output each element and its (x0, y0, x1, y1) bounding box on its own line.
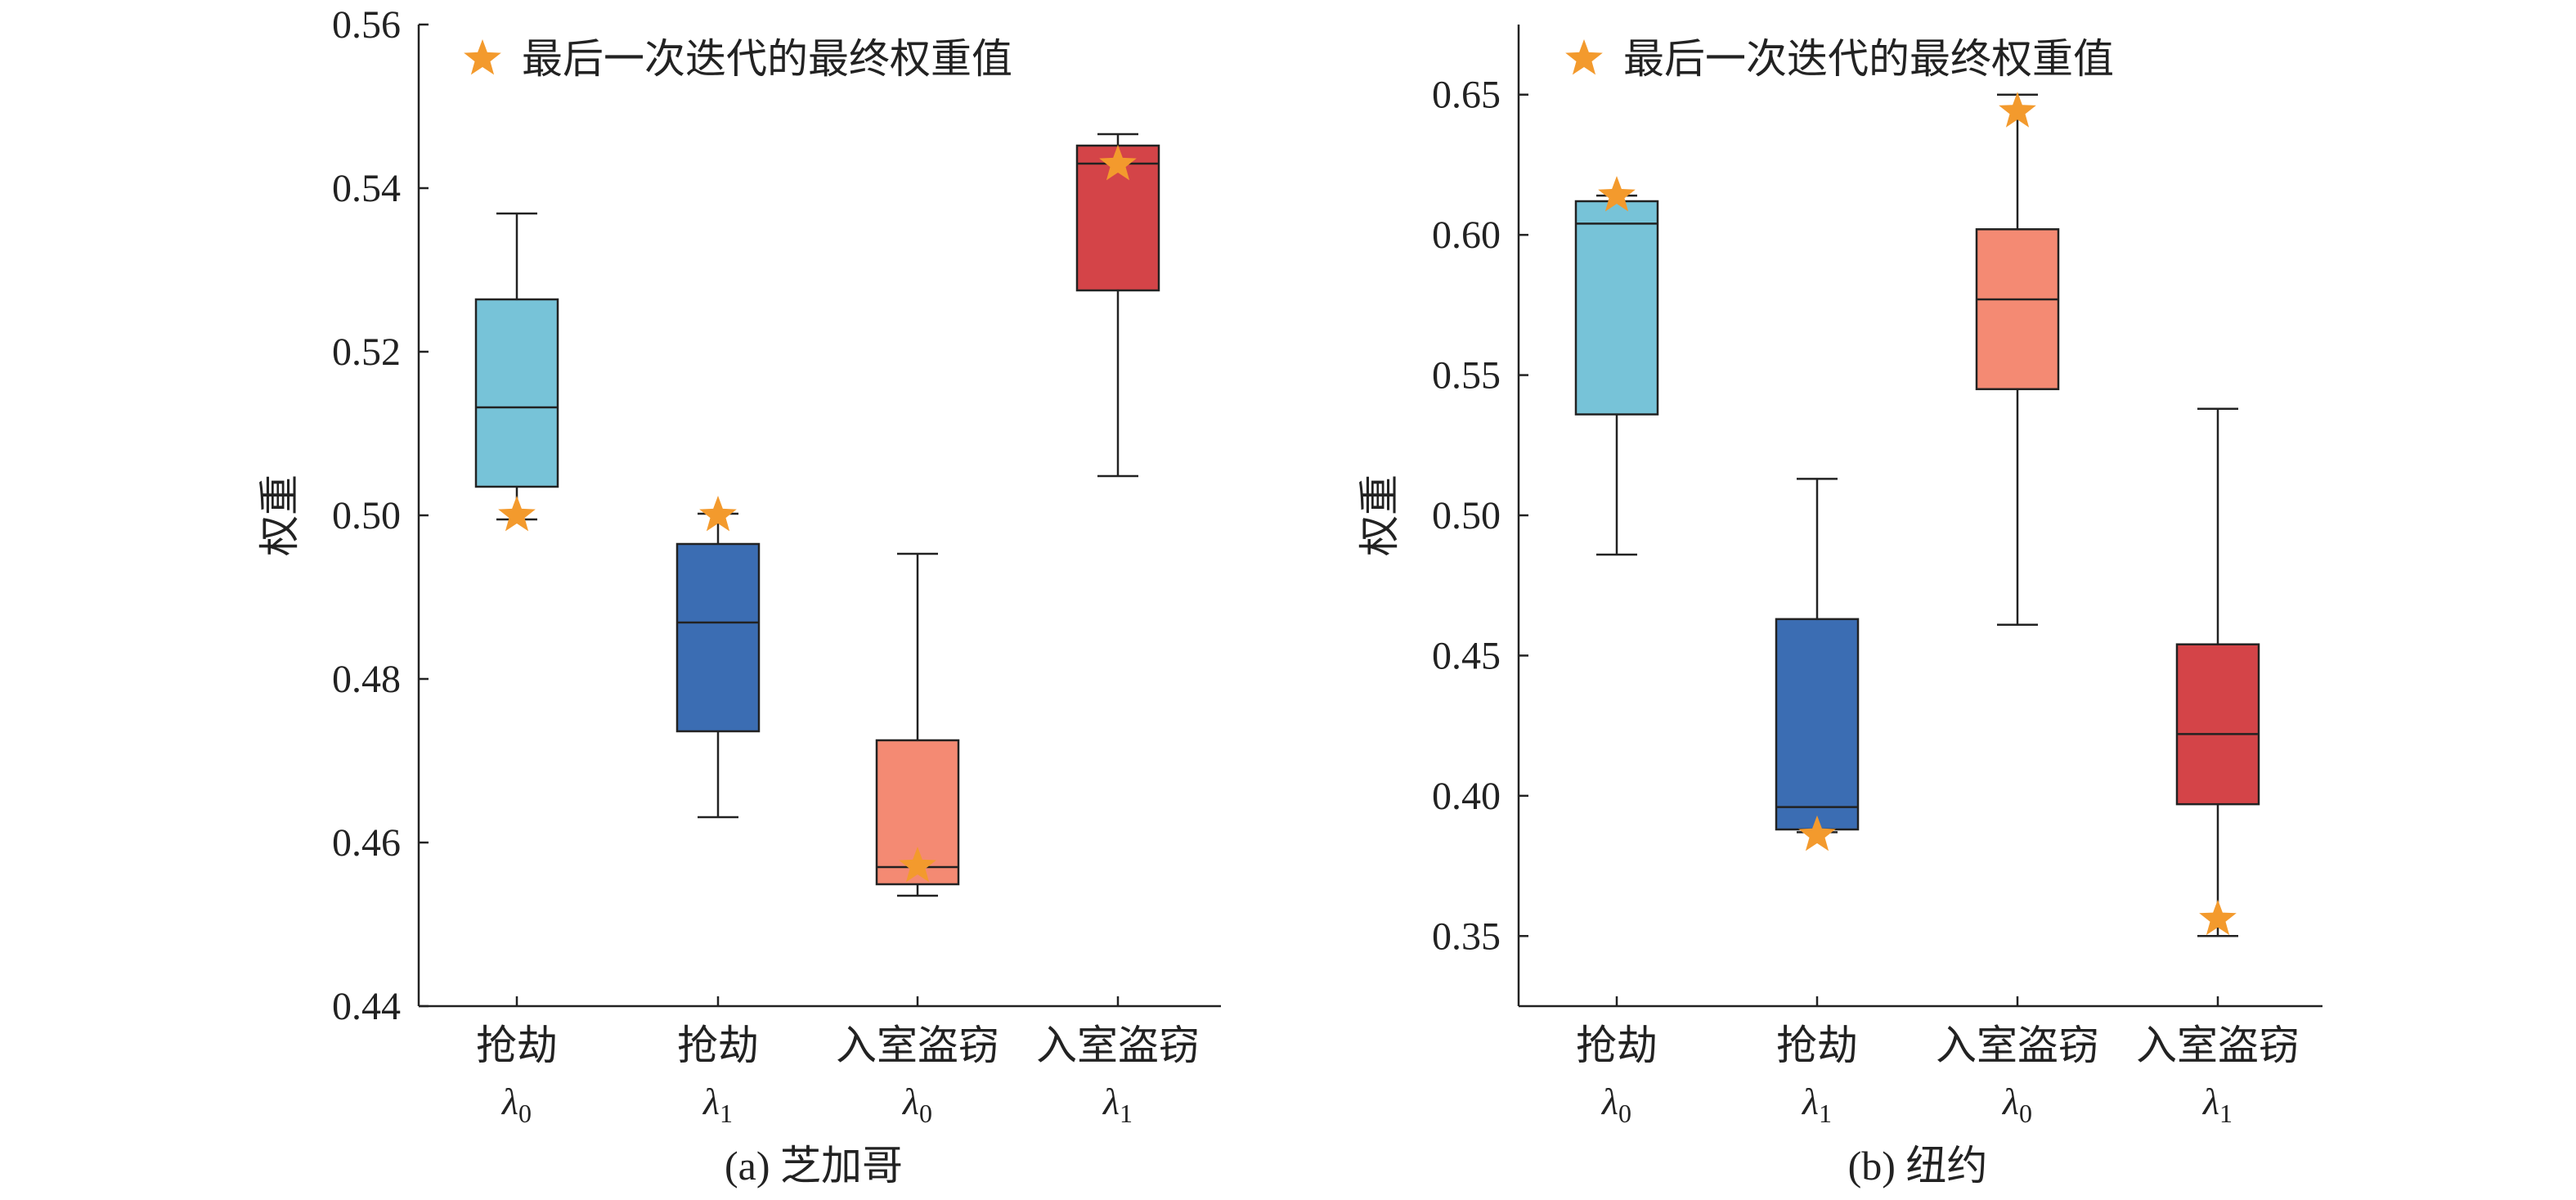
y-tick-label: 0.46 (332, 821, 401, 865)
category-sub-label: λ0 (901, 1081, 932, 1128)
y-axis-label: 权重 (257, 474, 303, 556)
legend-star-icon (1565, 39, 1603, 75)
legend: 最后一次迭代的最终权重值 (464, 36, 1012, 82)
y-tick-label: 0.56 (332, 3, 401, 47)
y-tick-label: 0.54 (332, 167, 401, 210)
final-weight-star (2199, 899, 2237, 936)
y-tick-label: 0.50 (1432, 494, 1501, 537)
final-weight-star (1798, 815, 1836, 852)
y-tick-label: 0.45 (1432, 634, 1501, 677)
box-1 (474, 212, 559, 532)
y-tick-label: 0.52 (332, 330, 401, 374)
y-tick-label: 0.65 (1432, 74, 1501, 117)
category-label: 入室盗窃 (1936, 1022, 2099, 1068)
legend-star-icon (464, 39, 501, 75)
box-3 (1975, 92, 2060, 626)
category-label: 抢劫 (1576, 1022, 1658, 1068)
final-weight-star (498, 496, 536, 532)
y-tick-label: 0.60 (1432, 213, 1501, 257)
box-1 (1574, 176, 1659, 556)
category-label: 入室盗窃 (836, 1022, 999, 1068)
final-weight-star (699, 496, 737, 532)
final-weight-star (1999, 92, 2036, 128)
category-label: 入室盗窃 (1036, 1022, 1200, 1068)
box-4 (2175, 407, 2260, 937)
box-4 (1075, 133, 1160, 478)
box-3 (875, 552, 960, 897)
y-tick-label: 0.55 (1432, 354, 1501, 398)
category-sub-label: λ1 (1801, 1081, 1832, 1128)
category-label: 抢劫 (1776, 1022, 1858, 1068)
box-2 (675, 496, 761, 819)
panel-caption: (a) 芝加哥 (725, 1143, 903, 1189)
category-sub-label: λ0 (500, 1081, 532, 1128)
final-weight-star (1099, 145, 1137, 181)
final-weight-star (899, 847, 936, 883)
y-tick-label: 0.40 (1432, 775, 1501, 818)
iqr-box (2175, 643, 2260, 806)
iqr-box (1574, 200, 1659, 416)
final-weight-star (1598, 176, 1636, 212)
category-sub-label: λ1 (2201, 1081, 2233, 1128)
y-tick-label: 0.48 (332, 658, 401, 701)
panel-caption: (b) 纽约 (1848, 1143, 1988, 1189)
y-tick-label: 0.50 (332, 494, 401, 537)
legend-label: 最后一次迭代的最终权重值 (1623, 36, 2114, 82)
iqr-box (474, 298, 559, 488)
category-label: 入室盗窃 (2136, 1022, 2300, 1068)
iqr-box (1975, 228, 2060, 390)
box-2 (1775, 478, 1860, 852)
category-sub-label: λ1 (1102, 1081, 1133, 1128)
category-sub-label: λ0 (1600, 1081, 1631, 1128)
y-tick-label: 0.35 (1432, 915, 1501, 958)
legend: 最后一次迭代的最终权重值 (1565, 36, 2114, 82)
iqr-box (1775, 618, 1860, 831)
y-tick-label: 0.44 (332, 985, 401, 1028)
legend-label: 最后一次迭代的最终权重值 (522, 36, 1012, 82)
category-label: 抢劫 (476, 1022, 558, 1068)
y-axis-label: 权重 (1357, 474, 1402, 556)
category-sub-label: λ0 (2001, 1081, 2032, 1128)
iqr-box (675, 542, 761, 733)
category-sub-label: λ1 (702, 1081, 733, 1128)
category-label: 抢劫 (677, 1022, 759, 1068)
